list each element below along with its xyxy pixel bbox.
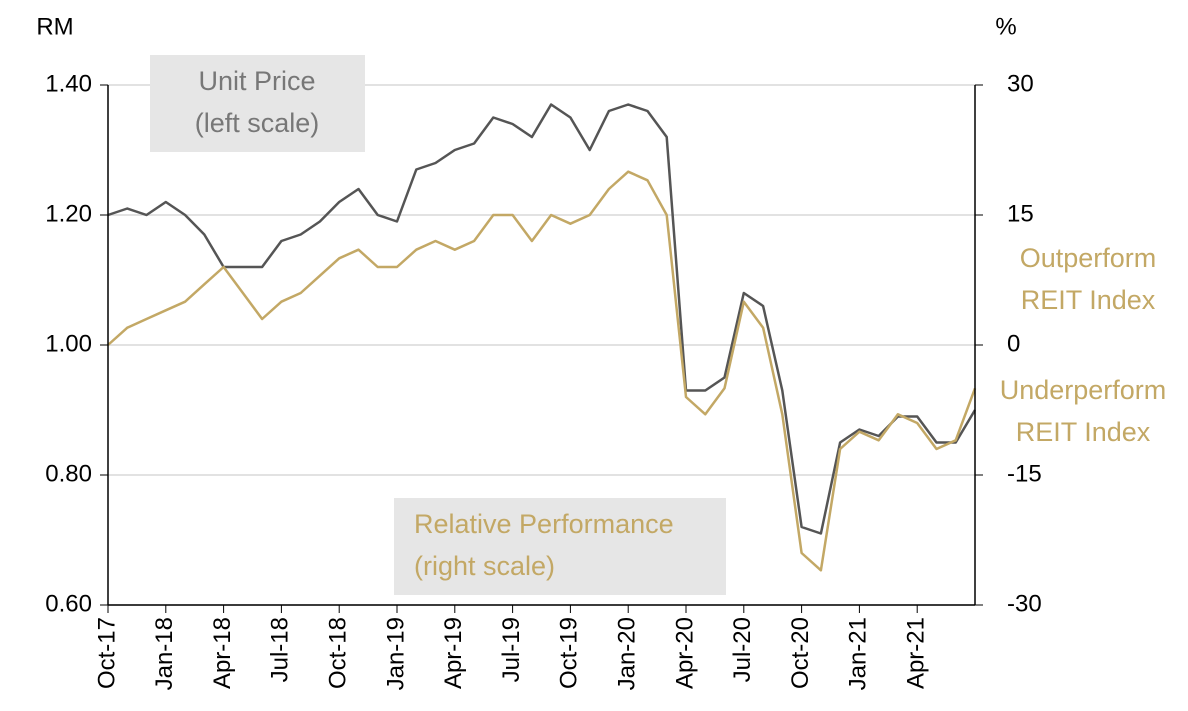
annotation-box [150, 55, 365, 152]
x-tick-label: Jan-21 [845, 617, 872, 690]
y2-tick-label: 30 [1007, 70, 1034, 97]
y-tick-label: 0.60 [45, 590, 92, 617]
x-tick-label: Oct-17 [93, 617, 120, 689]
annotation: (left scale) [195, 108, 320, 138]
y-tick-label: 1.00 [45, 330, 92, 357]
y-tick-label: 1.20 [45, 200, 92, 227]
x-tick-label: Apr-19 [440, 617, 467, 689]
y-tick-label: 0.80 [45, 460, 92, 487]
x-tick-label: Apr-18 [209, 617, 236, 689]
x-tick-label: Apr-20 [671, 617, 698, 689]
y2-tick-label: -15 [1007, 460, 1042, 487]
x-tick-label: Apr-21 [903, 617, 930, 689]
y2-tick-label: 15 [1007, 200, 1034, 227]
x-tick-label: Oct-20 [787, 617, 814, 689]
y-axis-label: RM [36, 13, 73, 40]
x-tick-label: Jan-19 [382, 617, 409, 690]
annotation: Underperform [1000, 375, 1167, 405]
series-line [107, 170, 977, 572]
x-tick-label: Jan-20 [614, 617, 641, 690]
annotation-box [394, 498, 726, 595]
y2-axis-label: % [995, 13, 1016, 40]
annotation: Relative Performance [414, 509, 674, 539]
annotation: Outperform [1020, 243, 1157, 273]
annotation: REIT Index [1021, 285, 1156, 315]
series-line [107, 103, 977, 535]
annotation: Unit Price [198, 66, 315, 96]
y2-tick-label: -30 [1007, 590, 1042, 617]
x-tick-label: Jul-20 [729, 617, 756, 682]
annotation: (right scale) [414, 551, 555, 581]
y2-tick-label: 0 [1007, 330, 1020, 357]
x-tick-label: Jul-19 [498, 617, 525, 682]
y-tick-label: 1.40 [45, 70, 92, 97]
x-tick-label: Jul-18 [267, 617, 294, 682]
x-tick-label: Jan-18 [151, 617, 178, 690]
x-tick-label: Oct-18 [325, 617, 352, 689]
annotation: REIT Index [1016, 417, 1151, 447]
x-tick-label: Oct-19 [556, 617, 583, 689]
